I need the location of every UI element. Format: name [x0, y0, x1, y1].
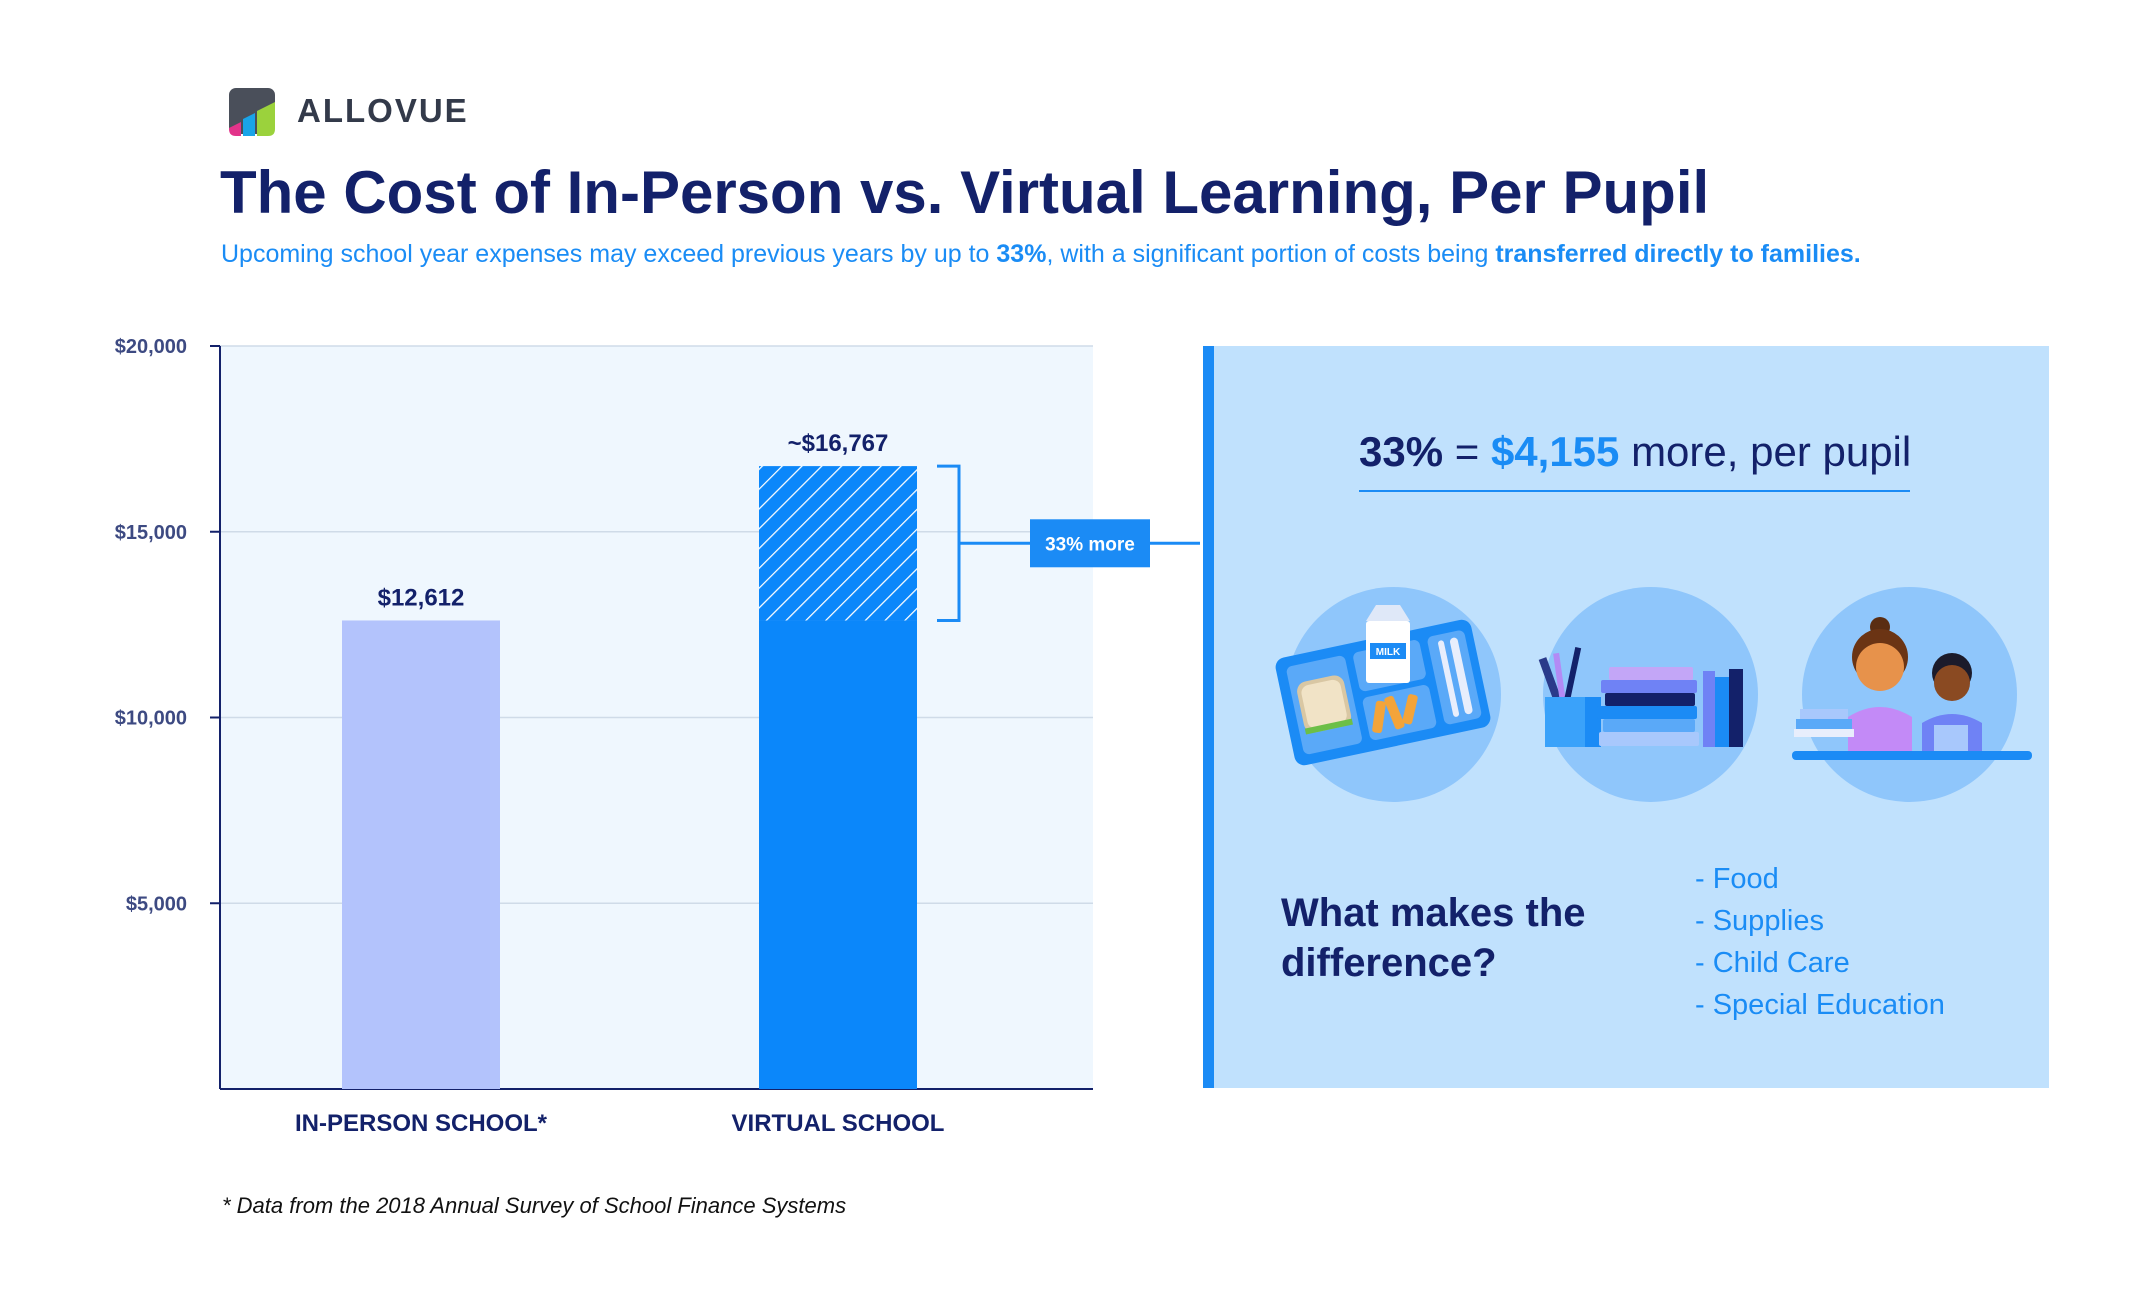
difference-list: - Food - Supplies - Child Care - Special…	[1695, 858, 1945, 1026]
subtitle-percent: 33%	[996, 240, 1047, 268]
panel-headline: 33% = $4,155 more, per pupil	[1359, 428, 1911, 476]
difference-panel: 33% = $4,155 more, per pupil M	[1203, 346, 2049, 1088]
school-supplies-icon	[1538, 647, 1743, 747]
y-tick-label: $5,000	[126, 893, 187, 915]
subtitle-text-1: Upcoming school year expenses may exceed…	[221, 240, 997, 268]
supplies-illustration	[1538, 587, 1758, 802]
bar-in-person	[342, 620, 500, 1089]
x-category-label: VIRTUAL SCHOOL	[732, 1110, 945, 1137]
difference-question: What makes the difference?	[1281, 891, 1586, 985]
increase-badge	[1030, 519, 1150, 568]
list-item: - Supplies	[1695, 905, 1824, 937]
lunch-tray-icon: MILK	[1275, 605, 1491, 766]
list-item: - Special Education	[1695, 989, 1945, 1021]
children-reading-icon	[1792, 617, 2032, 760]
increase-badge-label: 33% more	[1045, 534, 1135, 555]
allovue-logo: ALLOVUE	[227, 86, 469, 136]
y-tick-label: $10,000	[115, 708, 187, 730]
y-tick-label: $15,000	[115, 522, 187, 544]
milk-carton-label: MILK	[1376, 647, 1401, 658]
headline-percent: 33%	[1359, 428, 1444, 475]
bar-virtual-increase	[759, 466, 917, 621]
headline-rest: more, per pupil	[1619, 428, 1912, 475]
page-title: The Cost of In-Person vs. Virtual Learni…	[220, 159, 1710, 226]
headline-amount: $4,155	[1490, 428, 1620, 475]
children-illustration	[1792, 587, 2032, 802]
page-subtitle: Upcoming school year expenses may exceed…	[221, 240, 1861, 269]
allovue-logo-icon	[229, 88, 275, 136]
panel-accent-bar	[1203, 346, 1214, 1088]
headline-underline	[1359, 490, 1910, 492]
list-item: - Child Care	[1695, 947, 1850, 979]
y-tick-label: $20,000	[115, 336, 187, 358]
subtitle-text-2: , with a significant portion of costs be…	[1046, 240, 1496, 268]
cost-bar-chart: $5,000 $10,000 $15,000 $20,000 $12,612 ~$16,7…	[115, 336, 1200, 1137]
subtitle-emphasis: transferred directly to families.	[1495, 240, 1861, 268]
lunch-tray-illustration: MILK	[1275, 587, 1501, 802]
brand-name: ALLOVUE	[297, 92, 469, 129]
bar-value-label: ~$16,767	[788, 430, 889, 457]
headline-equals: =	[1443, 428, 1491, 475]
bar-value-label: $12,612	[378, 584, 465, 611]
footnote: * Data from the 2018 Annual Survey of Sc…	[222, 1193, 847, 1218]
x-category-label: IN-PERSON SCHOOL*	[295, 1110, 548, 1137]
list-item: - Food	[1695, 863, 1779, 895]
bar-virtual-base	[759, 620, 917, 1089]
